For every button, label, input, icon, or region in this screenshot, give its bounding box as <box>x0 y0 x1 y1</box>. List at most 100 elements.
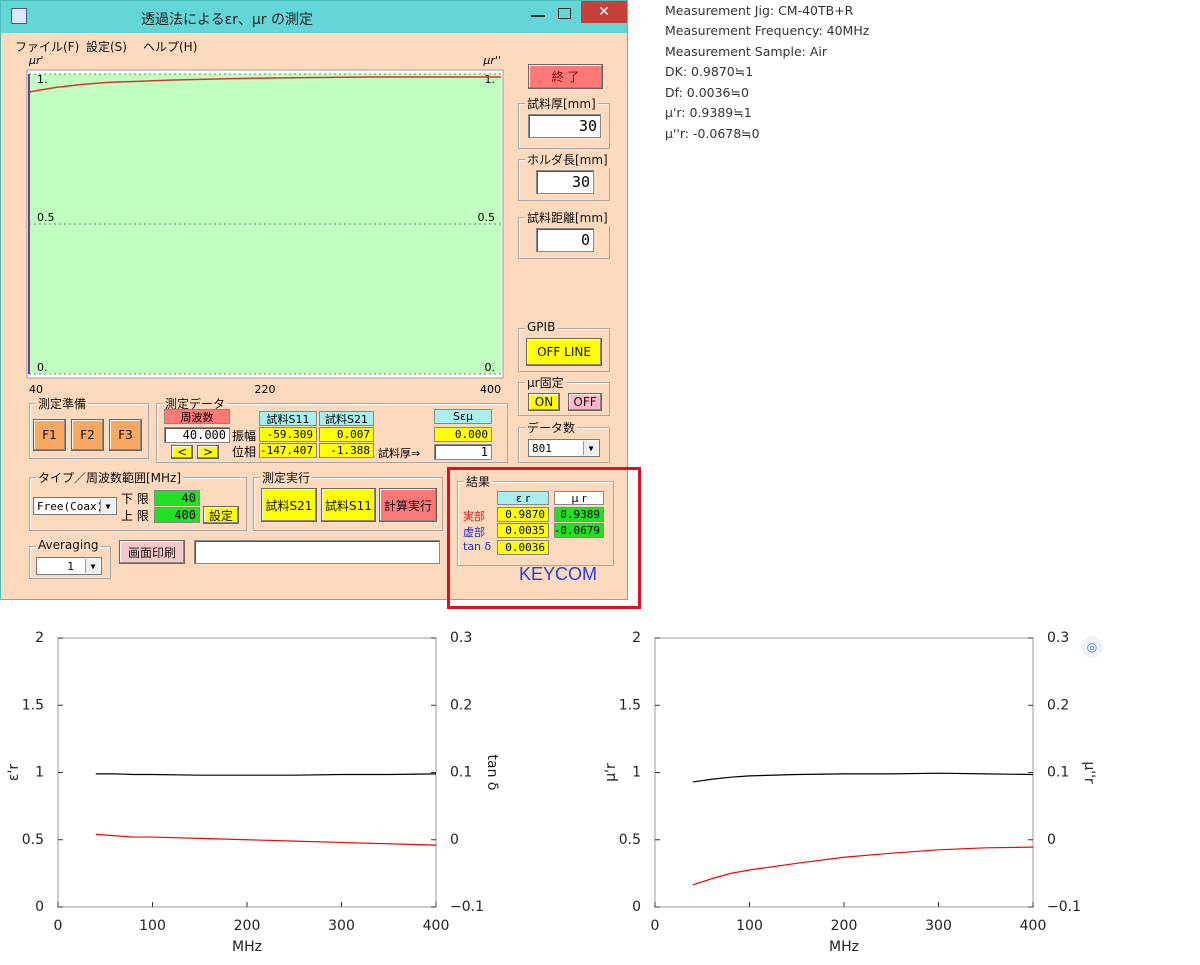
menu-item[interactable]: 設定(S) <box>86 40 127 54</box>
y-axis-label: μr' <box>28 56 44 67</box>
holder-length-input[interactable]: 30 <box>536 170 594 194</box>
plot-frame <box>654 637 1034 908</box>
lens-icon[interactable]: ◎ <box>1081 636 1103 658</box>
y-tick-label: 2 <box>35 630 44 646</box>
y2-tick-label: 0 <box>450 832 459 848</box>
y2-tick-label: 0.2 <box>1047 697 1069 713</box>
y2-tick-label: 0.1 <box>1047 765 1069 781</box>
result-cell: 0.0035 <box>497 523 549 538</box>
y-axis-label: ε'r <box>6 764 22 781</box>
off-button[interactable]: OFF <box>568 393 602 411</box>
type-combo[interactable]: Free(Coax) ▼ <box>33 497 117 515</box>
on-button[interactable]: ON <box>528 393 560 411</box>
s11-button[interactable]: 試料S11 <box>321 488 376 522</box>
next-button[interactable]: > <box>197 445 219 459</box>
gpib-group: GPIB <box>518 320 610 372</box>
info-line: Measurement Frequency: 40MHz <box>665 23 870 38</box>
prep-group: 測定準備 <box>29 395 149 459</box>
minimize-button[interactable] <box>531 15 545 17</box>
y2-axis-label: μ''r <box>1081 761 1097 784</box>
message-field[interactable] <box>194 540 440 564</box>
f1-button[interactable]: F1 <box>33 419 66 451</box>
chart: 0 0.5 1 1.5 2 −0.1 0 0.1 0.2 0.3 0 100 200 300 400 MHz ε… <box>6 630 500 955</box>
execute-group: 測定実行 <box>253 469 443 531</box>
y-tick-label: 1 <box>632 765 641 781</box>
y2-tick-label: 0.3 <box>450 630 472 646</box>
sample-distance-input[interactable]: 0 <box>536 228 594 252</box>
brand-logo: KEYCOM <box>519 564 598 584</box>
y-axis-label: μ'r <box>603 763 619 782</box>
y-tick-label: 1.5 <box>22 697 44 713</box>
value-cell: 0.007 <box>319 427 374 442</box>
info-line: Measurement Jig: CM-40TB+R <box>665 3 854 18</box>
x-tick-label: 300 <box>925 918 952 934</box>
data-line <box>95 833 437 846</box>
y2-tick-label: 0.3 <box>1047 630 1069 646</box>
x-tick-label: 0 <box>54 918 63 934</box>
group-label: 試料距離[mm] <box>525 209 610 226</box>
data-count-combo[interactable]: 801 ▼ <box>528 439 600 457</box>
value-cell: -147.407 <box>259 443 317 458</box>
result-cell: 0.9389 <box>554 507 604 522</box>
data-line <box>28 76 501 93</box>
thickness-input[interactable]: 1 <box>434 444 492 460</box>
y-tick-label: 0.5 <box>22 832 44 848</box>
menu-item[interactable]: ファイル(F) <box>15 40 80 54</box>
s21-button[interactable]: 試料S21 <box>261 488 317 522</box>
y2-tick-label: −0.1 <box>1047 899 1081 915</box>
y-tick-label: 0. <box>37 361 48 374</box>
calc-button[interactable]: 計算実行 <box>379 488 437 522</box>
y-tick-label: 0 <box>35 899 44 915</box>
group-label: 測定実行 <box>260 469 313 486</box>
window-title: 透過法によるεr、μr の測定 <box>141 12 314 28</box>
group-label: 測定準備 <box>36 395 89 412</box>
result-group: 結果 <box>457 473 614 566</box>
f3-button[interactable]: F3 <box>109 419 142 451</box>
y2-tick-label: 1. <box>485 73 496 86</box>
result-cell: 0.0036 <box>497 540 549 555</box>
exit-button[interactable]: 終 了 <box>528 64 603 89</box>
sample-distance-group: 試料距離[mm] <box>518 209 610 259</box>
group-label: GPIB <box>525 320 558 334</box>
f2-button[interactable]: F2 <box>71 419 104 451</box>
x-tick-label: 200 <box>234 918 261 934</box>
info-line: μ'r: 0.9389≒1 <box>665 105 752 120</box>
offline-button[interactable]: OFF LINE <box>526 338 602 366</box>
lower-input[interactable]: 40 <box>154 490 200 506</box>
freq-label: 周波数 <box>164 409 230 424</box>
combo-value: 1 <box>67 559 74 573</box>
y2-tick-label: 0.2 <box>450 697 472 713</box>
se-header: Sεμ <box>434 409 492 424</box>
app-icon <box>11 8 27 24</box>
value-cell: -1.388 <box>319 443 374 458</box>
app-window: 透過法によるεr、μr の測定 ✕ ファイル(F) 設定(S) ヘルプ(H) 0… <box>0 0 628 600</box>
prev-button[interactable]: < <box>171 445 193 459</box>
highlight-box <box>447 467 641 609</box>
upper-label: 上 限 <box>121 509 149 523</box>
col-header: 試料S21 <box>319 411 374 426</box>
averaging-combo[interactable]: 1 ▼ <box>36 557 102 575</box>
upper-input[interactable]: 400 <box>154 507 200 523</box>
y-tick-label: 1 <box>35 765 44 781</box>
maximize-button[interactable] <box>558 8 571 19</box>
group-label: ホルダ長[mm] <box>525 151 610 168</box>
close-button[interactable]: ✕ <box>581 1 627 23</box>
set-button[interactable]: 設定 <box>203 506 239 524</box>
info-line: Df: 0.0036≒0 <box>665 85 749 100</box>
range-group: タイプ／周波数範囲[MHz] <box>29 469 247 531</box>
data-line <box>692 846 1034 886</box>
x-axis-label: MHz <box>232 939 262 955</box>
sample-thickness-input[interactable]: 30 <box>528 114 601 138</box>
plot-frame <box>57 637 437 908</box>
y-tick-label: 2 <box>632 630 641 646</box>
menu-item[interactable]: ヘルプ(H) <box>143 40 198 54</box>
monitor-plot: 0. 0. 0.5 0.5 1. 1. 40 220 400 μr' μr'' <box>26 56 504 396</box>
group-label: 試料厚[mm] <box>525 95 598 112</box>
result-row-label: 虚部 <box>463 526 485 539</box>
print-button[interactable]: 画面印刷 <box>119 540 185 564</box>
info-line: μ''r: -0.0678≒0 <box>665 126 760 141</box>
x-tick-label: 40 <box>29 383 43 396</box>
freq-input[interactable]: 40.000 <box>164 427 230 443</box>
x-tick-label: 0 <box>651 918 660 934</box>
y-tick-label: 0 <box>632 899 641 915</box>
